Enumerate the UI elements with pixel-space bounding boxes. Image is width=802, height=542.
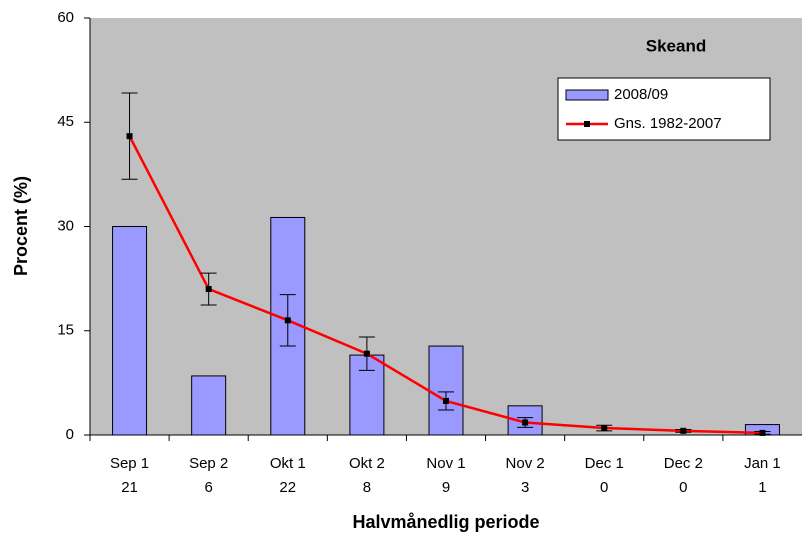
x-count-label: 0 (600, 479, 608, 496)
line-marker (601, 425, 608, 432)
x-tick-label: Jan 1 (744, 455, 781, 472)
x-count-label: 22 (279, 479, 296, 496)
bar (428, 345, 464, 436)
legend-box (557, 77, 771, 141)
x-tick-label: Dec 1 (585, 455, 624, 472)
x-tick-label: Nov 1 (426, 455, 465, 472)
bar (191, 375, 227, 436)
x-count-label: 3 (521, 479, 529, 496)
x-axis-title: Halvmånedlig periode (352, 512, 539, 532)
x-count-label: 9 (442, 479, 450, 496)
x-count-label: 1 (758, 479, 766, 496)
line-marker (522, 419, 529, 426)
legend-label: Gns. 1982-2007 (614, 115, 722, 132)
x-count-label: 0 (679, 479, 687, 496)
x-count-label: 21 (121, 479, 138, 496)
x-tick-label: Sep 2 (189, 455, 228, 472)
x-count-label: 6 (204, 479, 212, 496)
y-tick-label: 15 (57, 322, 74, 339)
x-tick-label: Dec 2 (664, 455, 703, 472)
y-tick-label: 45 (57, 113, 74, 130)
line-marker (205, 286, 212, 293)
y-tick-label: 0 (66, 426, 74, 443)
x-tick-label: Sep 1 (110, 455, 149, 472)
x-tick-label: Okt 2 (349, 455, 385, 472)
x-tick-label: Okt 1 (270, 455, 306, 472)
y-tick-label: 60 (57, 9, 74, 26)
line-marker (284, 317, 291, 324)
x-tick-label: Nov 2 (506, 455, 545, 472)
legend-swatch (565, 89, 609, 101)
chart-title: Skeand (646, 36, 706, 55)
line-marker (363, 350, 370, 357)
line-marker (680, 427, 687, 434)
legend-marker (584, 121, 590, 127)
y-axis-title: Procent (%) (11, 176, 31, 276)
line-marker (759, 429, 766, 436)
bar (112, 226, 148, 436)
y-tick-label: 30 (57, 217, 74, 234)
legend-label: 2008/09 (614, 86, 668, 103)
line-marker (443, 397, 449, 404)
line-marker (126, 133, 133, 140)
x-count-label: 8 (363, 479, 371, 496)
